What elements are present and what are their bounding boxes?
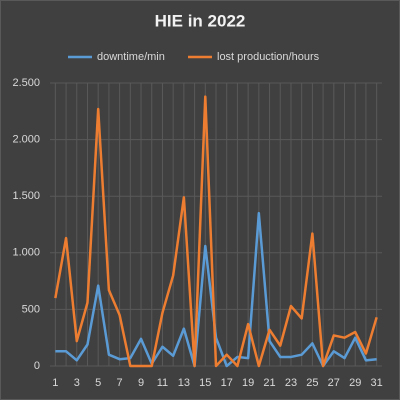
legend-label: lost production/hours bbox=[217, 51, 320, 63]
x-tick-label: 3 bbox=[74, 377, 80, 389]
y-tick-label: 1.000 bbox=[12, 247, 40, 259]
x-tick-label: 13 bbox=[178, 377, 190, 389]
y-tick-label: 1.500 bbox=[12, 190, 40, 202]
chart-title: HIE in 2022 bbox=[155, 11, 246, 30]
x-tick-label: 9 bbox=[138, 377, 144, 389]
series-line bbox=[54, 95, 378, 368]
x-tick-label: 27 bbox=[328, 377, 340, 389]
x-tick-label: 1 bbox=[52, 377, 58, 389]
legend-label: downtime/min bbox=[97, 51, 165, 63]
y-tick-label: 2.000 bbox=[12, 134, 40, 146]
x-tick-label: 25 bbox=[306, 377, 318, 389]
x-tick-label: 29 bbox=[349, 377, 361, 389]
y-tick-label: 0 bbox=[34, 360, 40, 372]
y-tick-label: 2.500 bbox=[12, 77, 40, 89]
x-tick-label: 21 bbox=[263, 377, 275, 389]
x-tick-label: 23 bbox=[285, 377, 297, 389]
x-tick-label: 17 bbox=[221, 377, 233, 389]
x-tick-label: 7 bbox=[117, 377, 123, 389]
x-tick-label: 5 bbox=[95, 377, 101, 389]
x-tick-label: 11 bbox=[157, 377, 168, 389]
x-tick-label: 31 bbox=[371, 377, 383, 389]
x-tick-label: 15 bbox=[199, 377, 211, 389]
x-tick-label: 19 bbox=[242, 377, 254, 389]
y-tick-label: 500 bbox=[22, 303, 40, 315]
